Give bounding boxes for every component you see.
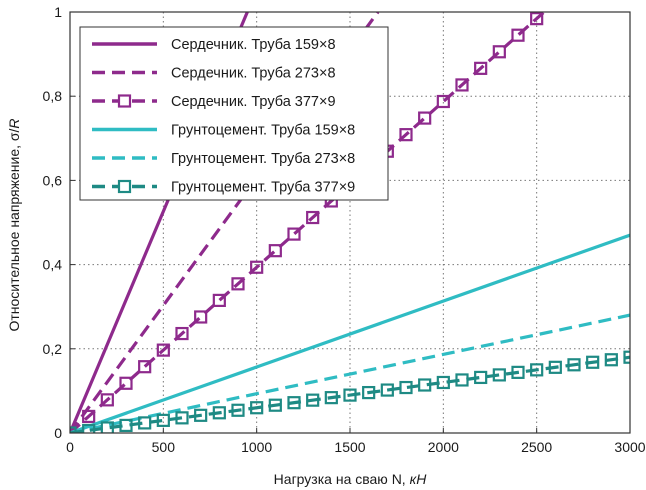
series-6-point bbox=[362, 385, 376, 400]
series-6-point bbox=[455, 373, 469, 387]
x-tick-label: 2500 bbox=[521, 439, 552, 455]
x-tick-label: 3000 bbox=[614, 439, 645, 455]
series-3-point bbox=[306, 210, 320, 225]
series-3-point bbox=[474, 61, 488, 75]
x-tick-label: 1500 bbox=[334, 439, 365, 455]
series-6-point bbox=[156, 413, 170, 427]
series-3-point bbox=[455, 78, 469, 92]
series-3-point bbox=[175, 326, 189, 341]
y-tick-label: 0,8 bbox=[43, 88, 63, 104]
series-6-point bbox=[100, 421, 114, 433]
x-axis-title: Нагрузка на сваю N, кН bbox=[274, 471, 428, 487]
series-6-point bbox=[324, 391, 338, 405]
y-tick-label: 1 bbox=[54, 4, 62, 20]
series-6-point bbox=[175, 411, 189, 425]
series-6-point bbox=[343, 388, 357, 402]
x-tick-label: 1000 bbox=[241, 439, 272, 455]
legend-marker-3 bbox=[117, 94, 132, 108]
series-6-point bbox=[436, 375, 450, 390]
series-3-point bbox=[268, 244, 282, 258]
series-6-point bbox=[474, 370, 488, 385]
series-6-point bbox=[268, 398, 282, 412]
series-3-point bbox=[436, 94, 450, 109]
legend-label-4: Грунтоцемент. Труба 159×8 bbox=[171, 123, 355, 139]
series-line-6 bbox=[70, 355, 630, 433]
legend-label-5: Грунтоцемент. Труба 273×8 bbox=[171, 151, 355, 167]
ticks: 0 500 1000 1500 2000 2500 3000 0 0,2 0,4 0,6 0,8 1 bbox=[43, 4, 646, 455]
series-6-point bbox=[399, 380, 413, 395]
series-3-point bbox=[138, 360, 152, 374]
series-6-point bbox=[82, 423, 96, 433]
series-6-point bbox=[138, 416, 152, 430]
series-3-point bbox=[156, 343, 170, 357]
legend: Сердечник. Труба 159×8 Сердечник. Труба 2… bbox=[79, 26, 389, 201]
y-tick-label: 0,6 bbox=[43, 172, 63, 188]
series-6-point bbox=[586, 355, 600, 369]
series-3-point bbox=[492, 45, 506, 59]
series-3-point bbox=[418, 111, 432, 125]
series-line-4 bbox=[70, 233, 630, 433]
series-3-point bbox=[287, 227, 301, 241]
y-tick-label: 0 bbox=[54, 425, 62, 441]
legend-label-1: Сердечник. Труба 159×8 bbox=[171, 37, 336, 53]
series-6-point bbox=[250, 401, 264, 415]
x-tick-label: 0 bbox=[66, 439, 74, 455]
x-tick-label: 2000 bbox=[428, 439, 459, 455]
legend-box bbox=[79, 26, 389, 201]
series-3-point bbox=[511, 28, 525, 42]
x-tick-label: 500 bbox=[152, 439, 176, 455]
series-6-point bbox=[380, 383, 394, 397]
series-6-point bbox=[418, 378, 432, 392]
y-axis-title: Относительное напряжение, σ/R bbox=[6, 118, 22, 331]
series-line-3 bbox=[70, 12, 546, 433]
legend-label-2: Сердечник. Труба 273×8 bbox=[171, 66, 336, 82]
series-3-point bbox=[399, 128, 413, 142]
series-3-point bbox=[250, 260, 264, 274]
series-3-point bbox=[119, 376, 133, 390]
series-line-5 bbox=[70, 313, 630, 433]
series-6-point bbox=[119, 418, 133, 433]
y-tick-label: 0,2 bbox=[43, 341, 63, 357]
series-6-point bbox=[231, 403, 245, 417]
y-tick-label: 0,4 bbox=[43, 257, 63, 273]
series-6-point bbox=[623, 350, 630, 364]
legend-marker-6 bbox=[117, 179, 132, 194]
series-6-point bbox=[548, 360, 562, 374]
series-3-point bbox=[194, 310, 208, 324]
legend-label-6: Грунтоцемент. Труба 377×9 bbox=[171, 180, 355, 196]
series-3-point bbox=[530, 12, 544, 26]
series-6-point bbox=[194, 408, 208, 422]
series-6-point bbox=[511, 365, 525, 379]
series-6-point bbox=[287, 396, 301, 410]
series-3-point bbox=[212, 293, 226, 308]
series-6-point bbox=[530, 363, 544, 377]
series-3-point bbox=[82, 409, 96, 424]
series-6-point bbox=[306, 393, 320, 407]
series-6-point bbox=[567, 358, 581, 372]
series-3-point bbox=[231, 277, 245, 291]
series-6-point bbox=[212, 406, 226, 420]
series-3-point bbox=[100, 393, 114, 407]
series-6-point bbox=[492, 368, 506, 382]
legend-label-3: Сердечник. Труба 377×9 bbox=[171, 94, 336, 110]
series-line-2 bbox=[70, 12, 380, 433]
series-6-point bbox=[604, 353, 618, 367]
